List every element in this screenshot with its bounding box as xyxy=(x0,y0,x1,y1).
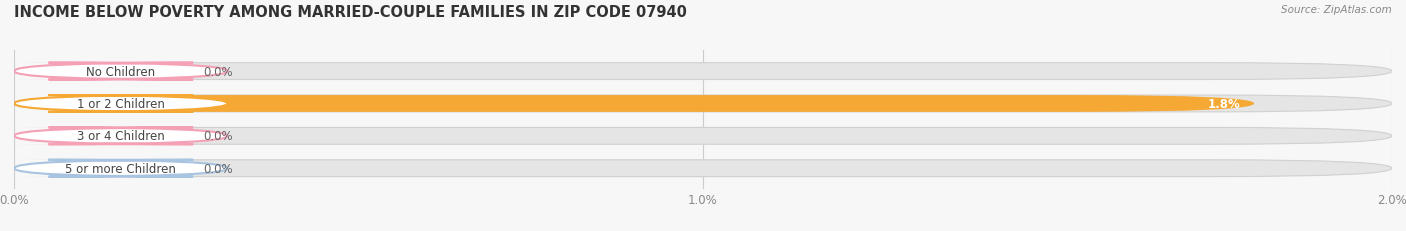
FancyBboxPatch shape xyxy=(14,128,193,145)
FancyBboxPatch shape xyxy=(14,96,228,112)
FancyBboxPatch shape xyxy=(14,160,193,177)
Text: 1.8%: 1.8% xyxy=(1208,97,1240,110)
Text: 1 or 2 Children: 1 or 2 Children xyxy=(77,97,165,110)
FancyBboxPatch shape xyxy=(14,96,1254,112)
Text: 0.0%: 0.0% xyxy=(204,162,233,175)
FancyBboxPatch shape xyxy=(14,160,228,177)
FancyBboxPatch shape xyxy=(14,63,193,80)
FancyBboxPatch shape xyxy=(14,128,1392,145)
Text: 3 or 4 Children: 3 or 4 Children xyxy=(77,130,165,143)
FancyBboxPatch shape xyxy=(14,63,228,80)
Text: 0.0%: 0.0% xyxy=(204,65,233,78)
FancyBboxPatch shape xyxy=(14,63,1392,80)
FancyBboxPatch shape xyxy=(14,96,1392,112)
Text: No Children: No Children xyxy=(86,65,156,78)
Text: 0.0%: 0.0% xyxy=(204,130,233,143)
Text: INCOME BELOW POVERTY AMONG MARRIED-COUPLE FAMILIES IN ZIP CODE 07940: INCOME BELOW POVERTY AMONG MARRIED-COUPL… xyxy=(14,5,688,20)
Text: 5 or more Children: 5 or more Children xyxy=(66,162,176,175)
FancyBboxPatch shape xyxy=(14,160,1392,177)
FancyBboxPatch shape xyxy=(14,128,228,145)
Text: Source: ZipAtlas.com: Source: ZipAtlas.com xyxy=(1281,5,1392,15)
